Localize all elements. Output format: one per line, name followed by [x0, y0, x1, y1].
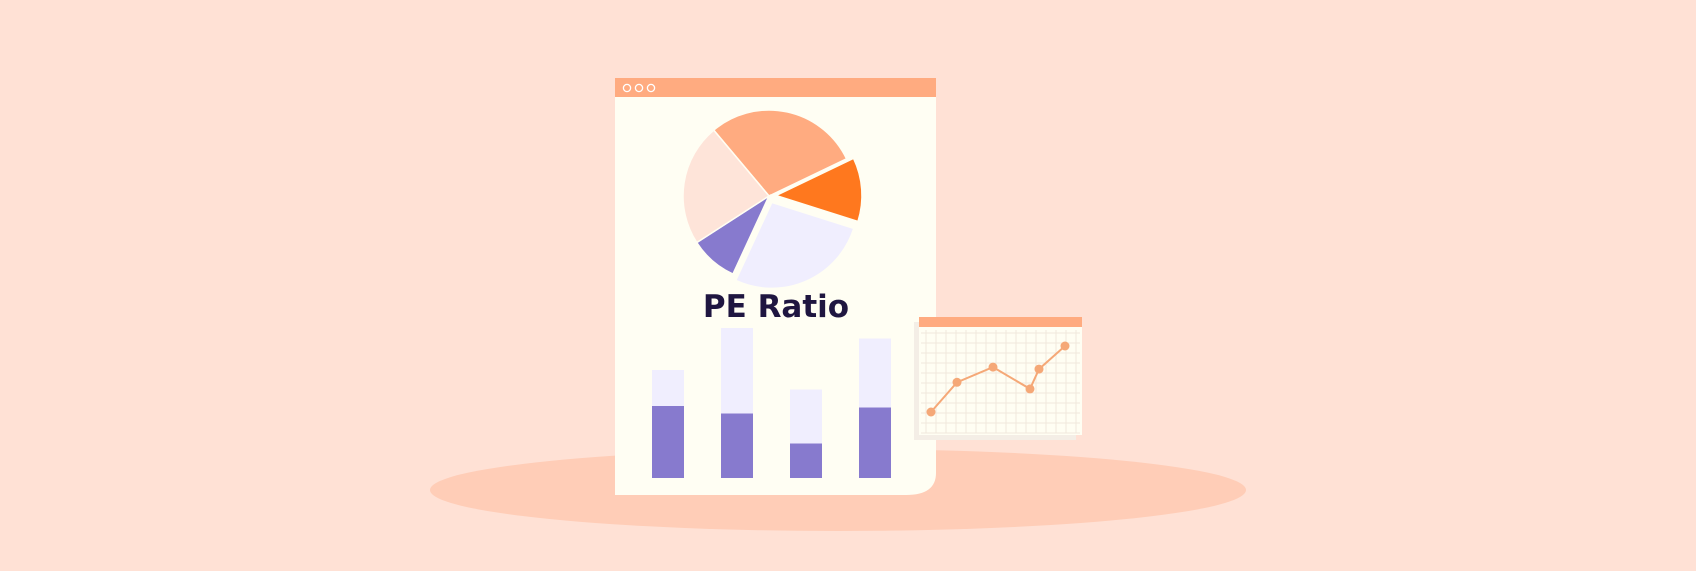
dot-icon — [622, 83, 632, 93]
dot-icon — [634, 83, 644, 93]
line-point — [926, 407, 936, 417]
window-controls — [622, 83, 656, 93]
line-chart — [926, 341, 1070, 417]
line-point — [952, 377, 962, 387]
bar-fill — [790, 443, 822, 478]
line-point — [1025, 384, 1035, 394]
bar-chart — [652, 328, 891, 478]
dot-icon — [646, 83, 656, 93]
line-point — [1060, 341, 1070, 351]
line-chart-card — [914, 317, 1082, 440]
orange-slice — [773, 157, 863, 223]
lavender-slice — [734, 201, 855, 290]
bar-fill — [652, 406, 684, 478]
pie-chart — [682, 109, 863, 290]
bar-fill — [859, 407, 891, 478]
pale-pink-slice — [682, 129, 771, 244]
light-orange-slice — [712, 109, 848, 197]
line-chart-card-header — [919, 317, 1082, 327]
line-chart-grid — [921, 330, 1080, 434]
line-series — [930, 345, 1066, 413]
line-chart-card-body — [919, 317, 1082, 435]
card-header-bar — [615, 78, 936, 97]
page-title: PE Ratio — [703, 289, 849, 325]
bar-fill — [721, 413, 753, 478]
line-point — [988, 362, 998, 372]
document-card: PE Ratio — [615, 78, 936, 495]
line-point — [1034, 364, 1044, 374]
